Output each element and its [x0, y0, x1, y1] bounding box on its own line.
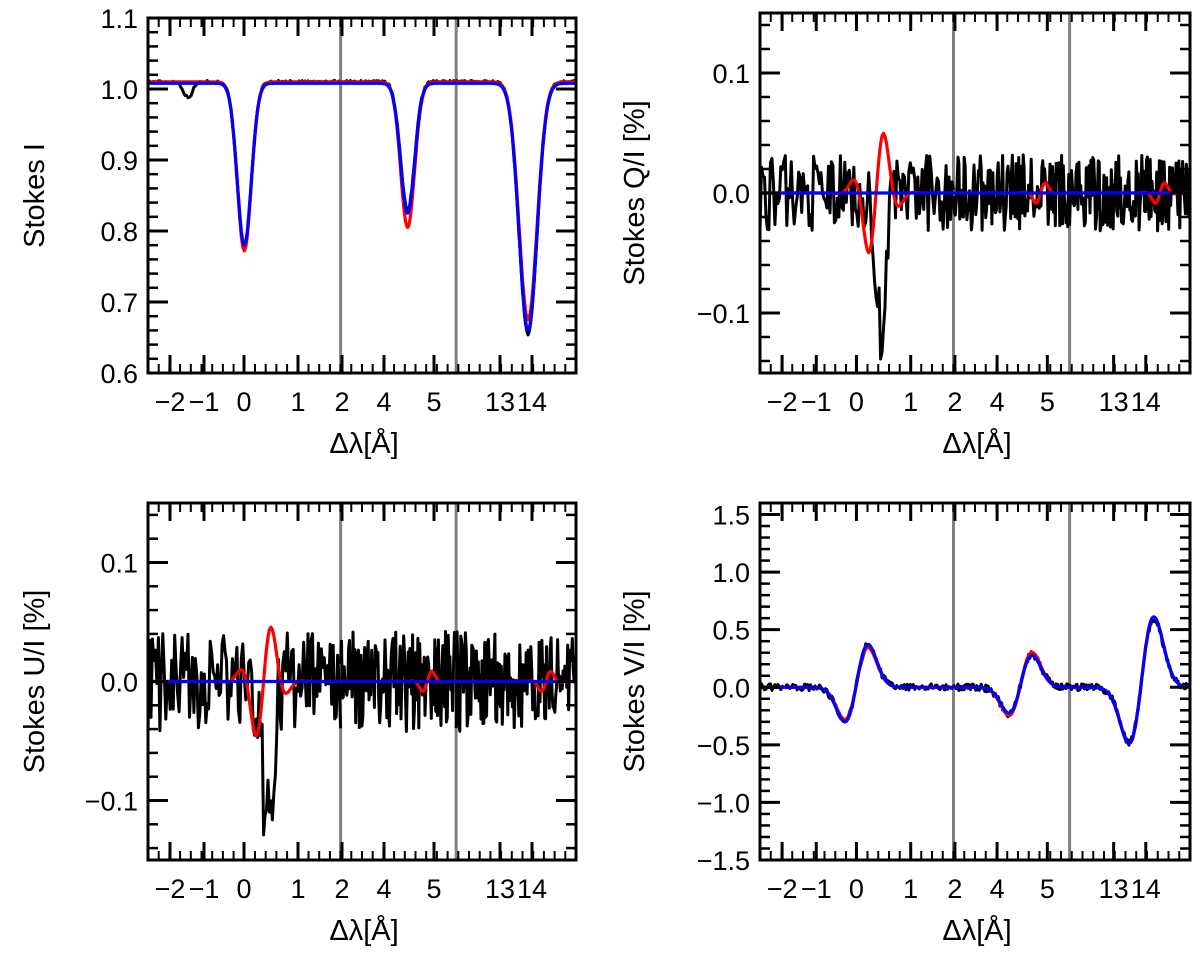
y-axis-label: Stokes I	[19, 143, 51, 248]
y-tick-label: 1.5	[712, 501, 750, 531]
x-tick-label: 14	[1131, 874, 1161, 904]
x-tick-label: 14	[517, 387, 547, 417]
series-fit_blue-segment-3	[455, 81, 577, 332]
x-tick-label: 2	[947, 387, 962, 417]
series-observed-segment-1	[758, 154, 955, 361]
plot-frame	[758, 501, 1192, 862]
panel-bottom-left: −0.1 0.0 0.1 −2 −1 0 1 2 4 5 13 14 Δλ[Å] Stokes U/I […	[19, 501, 578, 947]
x-tick-label: 0	[236, 874, 251, 904]
x-tick-label: −2	[155, 874, 186, 904]
x-tick-label: 0	[849, 874, 864, 904]
plot-frame	[146, 16, 578, 375]
panel-top-left: 0.6 0.7 0.8 0.9 1.0 1.1 −2 −1 0 1 2 4 5 13 14 Δλ[Å] Stok…	[19, 4, 578, 460]
x-tick-label: 0	[236, 387, 251, 417]
y-tick-label: 0.1	[712, 59, 750, 89]
x-tick-label: −2	[767, 874, 798, 904]
x-tick-label: 0	[849, 387, 864, 417]
x-tick-label: −2	[155, 387, 186, 417]
y-tick-label: 1.0	[100, 75, 138, 105]
y-tick-label: −0.1	[697, 299, 750, 329]
x-tick-label: −1	[801, 387, 832, 417]
x-tick-label: 5	[426, 874, 441, 904]
series-observed-segment-3	[1068, 154, 1192, 233]
y-tick-label: 1.0	[712, 558, 750, 588]
x-tick-label: 13	[1099, 387, 1129, 417]
y-tick-label: −0.1	[85, 787, 138, 817]
x-tick-label: 2	[334, 874, 349, 904]
x-axis-label: Δλ[Å]	[329, 914, 398, 947]
series-observed-segment-1	[146, 79, 342, 250]
series-observed-segment-2	[339, 630, 458, 733]
x-tick-label: 5	[1040, 874, 1055, 904]
x-tick-label: 1	[903, 874, 918, 904]
x-tick-label: 4	[376, 387, 391, 417]
series-fit_blue-segment-3	[1068, 615, 1191, 746]
x-tick-label: 4	[990, 387, 1005, 417]
x-tick-label: 4	[376, 874, 391, 904]
series-observed-segment-2	[952, 153, 1072, 232]
x-tick-label: 14	[517, 874, 547, 904]
x-tick-label: 14	[1131, 387, 1161, 417]
series-observed-segment-3	[1068, 617, 1191, 747]
x-axis-label: Δλ[Å]	[942, 427, 1011, 460]
x-tick-label: 4	[990, 874, 1005, 904]
x-tick-label: 1	[290, 387, 305, 417]
y-axis-label: Stokes Q/I [%]	[619, 100, 651, 285]
y-tick-label: 1.1	[100, 4, 138, 34]
y-tick-label: −0.5	[697, 731, 750, 761]
x-tick-label: −1	[189, 387, 220, 417]
x-tick-label: −2	[767, 387, 798, 417]
y-tick-label: 0.1	[100, 549, 138, 579]
y-tick-label: −1.0	[697, 788, 750, 818]
x-axis-label: Δλ[Å]	[942, 914, 1011, 947]
x-axis-label: Δλ[Å]	[329, 427, 398, 460]
panel-bottom-right: −1.5 −1.0 −0.5 0.0 0.5 1.0 1.5 −2 −1 0 1 2 4 5 13 14 Δλ[…	[619, 501, 1192, 947]
x-tick-label: 2	[334, 387, 349, 417]
series-fit_blue-segment-1	[147, 81, 341, 247]
x-tick-label: 2	[947, 874, 962, 904]
y-tick-label: −1.5	[697, 846, 750, 876]
series-fit_red-segment-1	[147, 80, 341, 253]
series-fit_blue-segment-2	[339, 81, 457, 215]
series-fit_red-segment-3	[1068, 615, 1191, 746]
x-tick-label: 5	[1040, 387, 1055, 417]
series-fit_blue-segment-2	[952, 653, 1071, 715]
x-tick-label: −1	[801, 874, 832, 904]
y-axis-label: Stokes U/I [%]	[19, 590, 51, 774]
series-fit_blue-segment-1	[759, 642, 954, 724]
x-tick-label: 13	[1099, 874, 1129, 904]
y-tick-label: 0.0	[712, 179, 750, 209]
x-tick-label: 13	[485, 387, 515, 417]
y-tick-label: 0.6	[100, 359, 138, 389]
y-tick-label: 0.0	[712, 673, 750, 703]
y-tick-label: 0.7	[100, 288, 138, 318]
x-tick-label: 13	[485, 874, 515, 904]
series-observed-segment-1	[146, 631, 343, 837]
x-tick-label: 1	[903, 387, 918, 417]
y-tick-label: 0.9	[100, 146, 138, 176]
x-tick-label: 1	[290, 874, 305, 904]
x-tick-label: 5	[426, 387, 441, 417]
x-tick-label: −1	[189, 874, 220, 904]
y-tick-label: 0.0	[100, 668, 138, 698]
panel-top-right: −0.1 0.0 0.1 −2 −1 0 1 2 4 5 13 14 Δλ[Å] Stokes Q/I […	[619, 11, 1192, 460]
y-tick-label: 0.8	[100, 217, 138, 247]
y-tick-label: 0.5	[712, 616, 750, 646]
y-axis-label: Stokes V/I [%]	[619, 590, 651, 772]
